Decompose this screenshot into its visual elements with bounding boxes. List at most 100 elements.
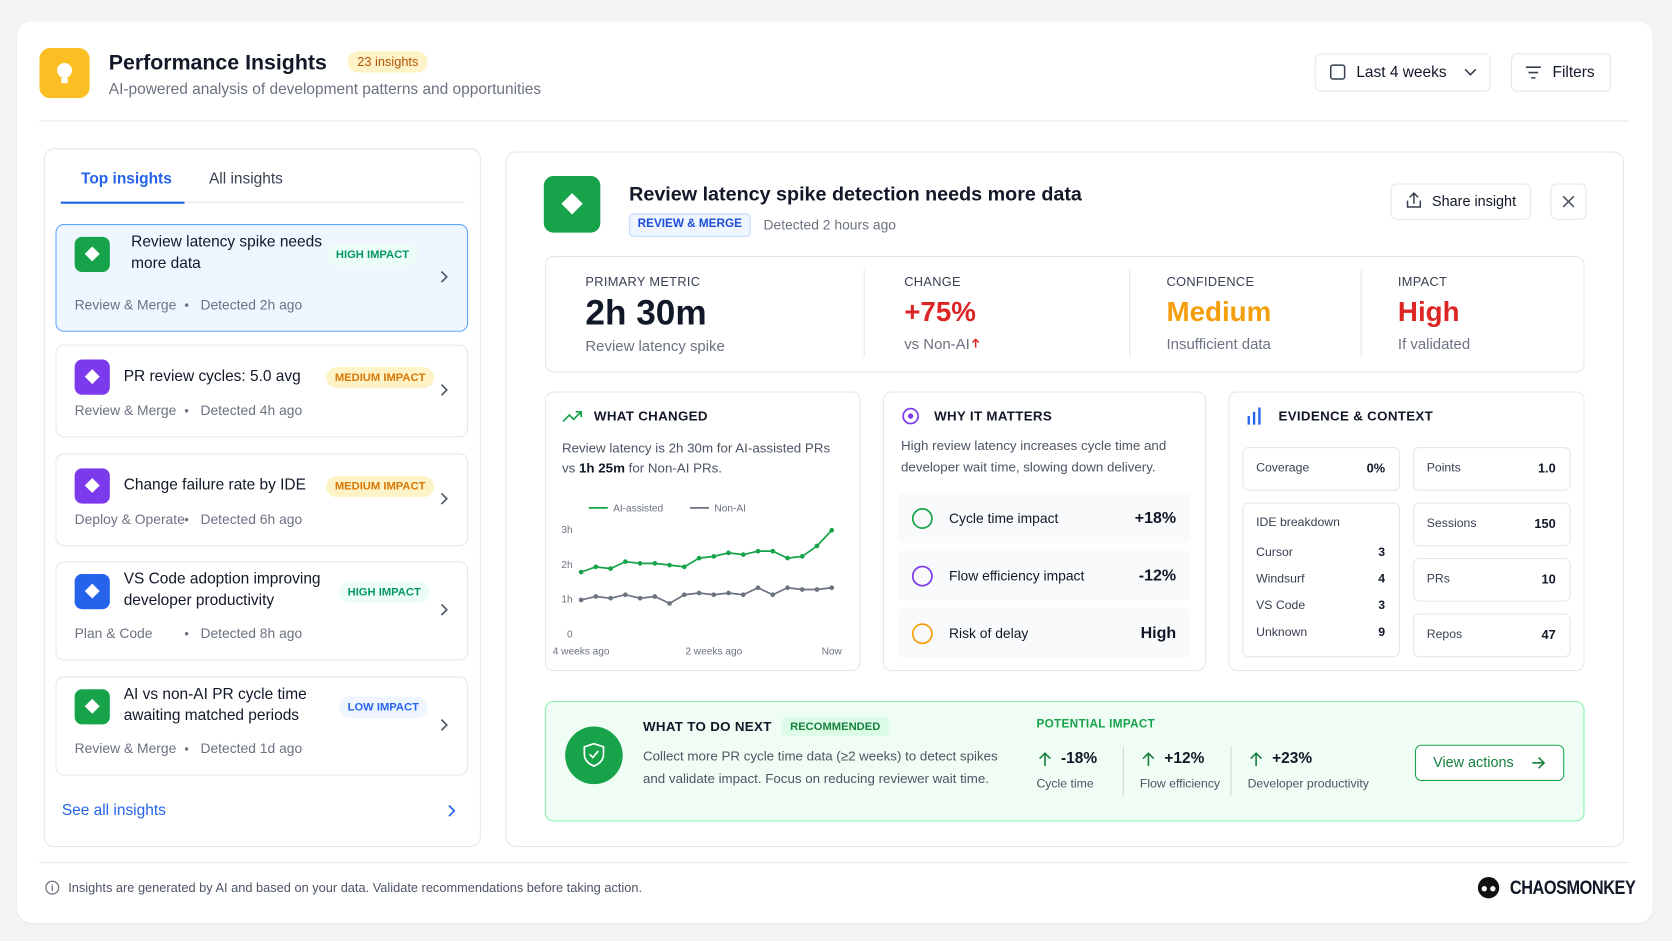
ide-breakdown (1242, 502, 1401, 658)
insight-title[interactable]: AI vs non-AI PR cycle time awaiting matc… (123, 686, 307, 724)
metric-label: CHANGE (904, 273, 961, 289)
impact-value: +18% (1134, 508, 1177, 528)
insight-card[interactable] (55, 561, 469, 661)
tab-divider (60, 201, 465, 203)
detail-icon (543, 176, 601, 233)
brand-name: CHAOSMONKEY (1509, 877, 1636, 899)
page-subtitle: AI-powered analysis of development patte… (108, 81, 542, 99)
impact-row (897, 608, 1190, 659)
detail-panel (505, 151, 1624, 848)
category-tag: REVIEW & MERGE (629, 213, 751, 237)
evidence-value: 47 (1541, 627, 1556, 643)
next-text: Collect more PR cycle time data (≥2 week… (642, 748, 998, 787)
card-text: Review latency is 2h 30m for AI-assisted… (561, 440, 831, 456)
evidence-label: Sessions (1426, 517, 1477, 530)
metric-divider (1360, 269, 1362, 358)
metric-divider (1129, 269, 1131, 358)
ide-count: 3 (1378, 599, 1386, 613)
insight-time: Detected 1d ago (200, 740, 303, 757)
close-button[interactable] (1550, 183, 1587, 220)
impact-label: Cycle time (1036, 777, 1094, 791)
next-steps (544, 700, 1585, 822)
metric-sub: vs Non-AI (904, 334, 970, 352)
impact-value: +12% (1164, 750, 1205, 768)
card-text: 1h 25m (578, 460, 625, 476)
insight-time: Detected 8h ago (200, 625, 303, 642)
evidence-value: 150 (1534, 516, 1556, 532)
ide-count: 4 (1378, 573, 1386, 586)
share-label[interactable]: Share insight (1432, 192, 1517, 209)
insight-card[interactable] (55, 453, 469, 547)
card-text: for Non-AI PRs. (628, 460, 722, 476)
evidence-value: 1.0 (1537, 461, 1556, 477)
see-all-link[interactable]: See all insights (61, 802, 166, 820)
insight-title[interactable]: PR review cycles: 5.0 avg (123, 368, 301, 386)
insight-category: Review & Merge (74, 296, 177, 313)
filters-button[interactable] (1510, 53, 1612, 92)
insight-card[interactable] (55, 676, 469, 776)
impact-label: Flow efficiency (1139, 777, 1221, 791)
next-title: WHAT TO DO NEXT (642, 718, 772, 734)
impact-row (897, 550, 1190, 601)
ide-count: 9 (1378, 626, 1386, 640)
ide-count: 3 (1378, 546, 1386, 560)
insight-card[interactable] (55, 344, 469, 438)
metric-value: +75% (904, 295, 976, 328)
ide-title: IDE breakdown (1256, 516, 1340, 530)
divider (39, 862, 1630, 864)
insight-title[interactable]: Review latency spike needs more data (131, 233, 322, 272)
impact-badge: LOW IMPACT (339, 696, 428, 719)
ide-name: Cursor (1256, 546, 1293, 560)
insight-icon (74, 689, 110, 725)
metric-value: Medium (1166, 295, 1272, 328)
insight-category: Deploy & Operate (74, 511, 185, 528)
metric-divider (863, 269, 865, 358)
impact-title: POTENTIAL IMPACT (1036, 718, 1156, 732)
header-icon (39, 48, 90, 99)
ide-name: Windsurf (1256, 573, 1305, 586)
evidence-value: 0% (1366, 461, 1386, 477)
impact-badge: MEDIUM IMPACT (326, 475, 434, 498)
insight-icon (74, 236, 110, 273)
insight-title[interactable]: VS Code adoption improving developer pro… (123, 570, 321, 609)
impact-badge: MEDIUM IMPACT (326, 366, 434, 389)
recommended-badge: RECOMMENDED (781, 716, 889, 737)
view-actions-label[interactable]: View actions (1433, 754, 1514, 771)
impact-label: Risk of delay (949, 625, 1029, 642)
footer-note: Insights are generated by AI and based o… (68, 879, 643, 895)
evidence-label: Repos (1426, 627, 1463, 641)
evidence-cell (1412, 502, 1571, 547)
impact-value: High (1140, 624, 1177, 643)
insight-time: Detected 6h ago (200, 511, 303, 528)
evidence-value: 10 (1541, 572, 1556, 588)
insight-count: 23 insights (347, 50, 428, 73)
range-select[interactable] (1314, 53, 1491, 92)
impact-value: +23% (1272, 750, 1313, 768)
tab[interactable]: Top insights (81, 171, 172, 189)
evidence-card (1228, 391, 1585, 672)
card-text-line: vs 1h 25m for Non-AI PRs. (562, 461, 850, 480)
page-title: Performance Insights (108, 51, 327, 75)
insight-title[interactable]: Change failure rate by IDE (123, 477, 306, 495)
what-changed-card (544, 391, 861, 672)
metric-value: High (1397, 295, 1460, 328)
insight-list-panel (43, 148, 481, 848)
card-title: EVIDENCE & CONTEXT (1278, 408, 1434, 424)
impact-label: Developer productivity (1247, 777, 1369, 791)
insight-icon (74, 573, 110, 610)
impact-badge: HIGH IMPACT (327, 243, 418, 266)
insight-time: Detected 2h ago (200, 296, 303, 313)
tab[interactable]: All insights (208, 171, 283, 189)
insight-card[interactable] (55, 224, 469, 332)
metric-sub: If validated (1397, 334, 1471, 352)
share-button[interactable] (1390, 183, 1532, 220)
tab-underline (60, 201, 185, 204)
evidence-label: PRs (1426, 572, 1450, 586)
range-label[interactable]: Last 4 weeks (1356, 64, 1447, 82)
card-title: WHAT CHANGED (593, 408, 708, 424)
filters-label[interactable]: Filters (1552, 64, 1595, 82)
impact-value: -18% (1060, 750, 1098, 768)
ide-name: Unknown (1256, 626, 1308, 640)
insight-category: Review & Merge (74, 740, 177, 757)
insight-icon (74, 359, 110, 395)
